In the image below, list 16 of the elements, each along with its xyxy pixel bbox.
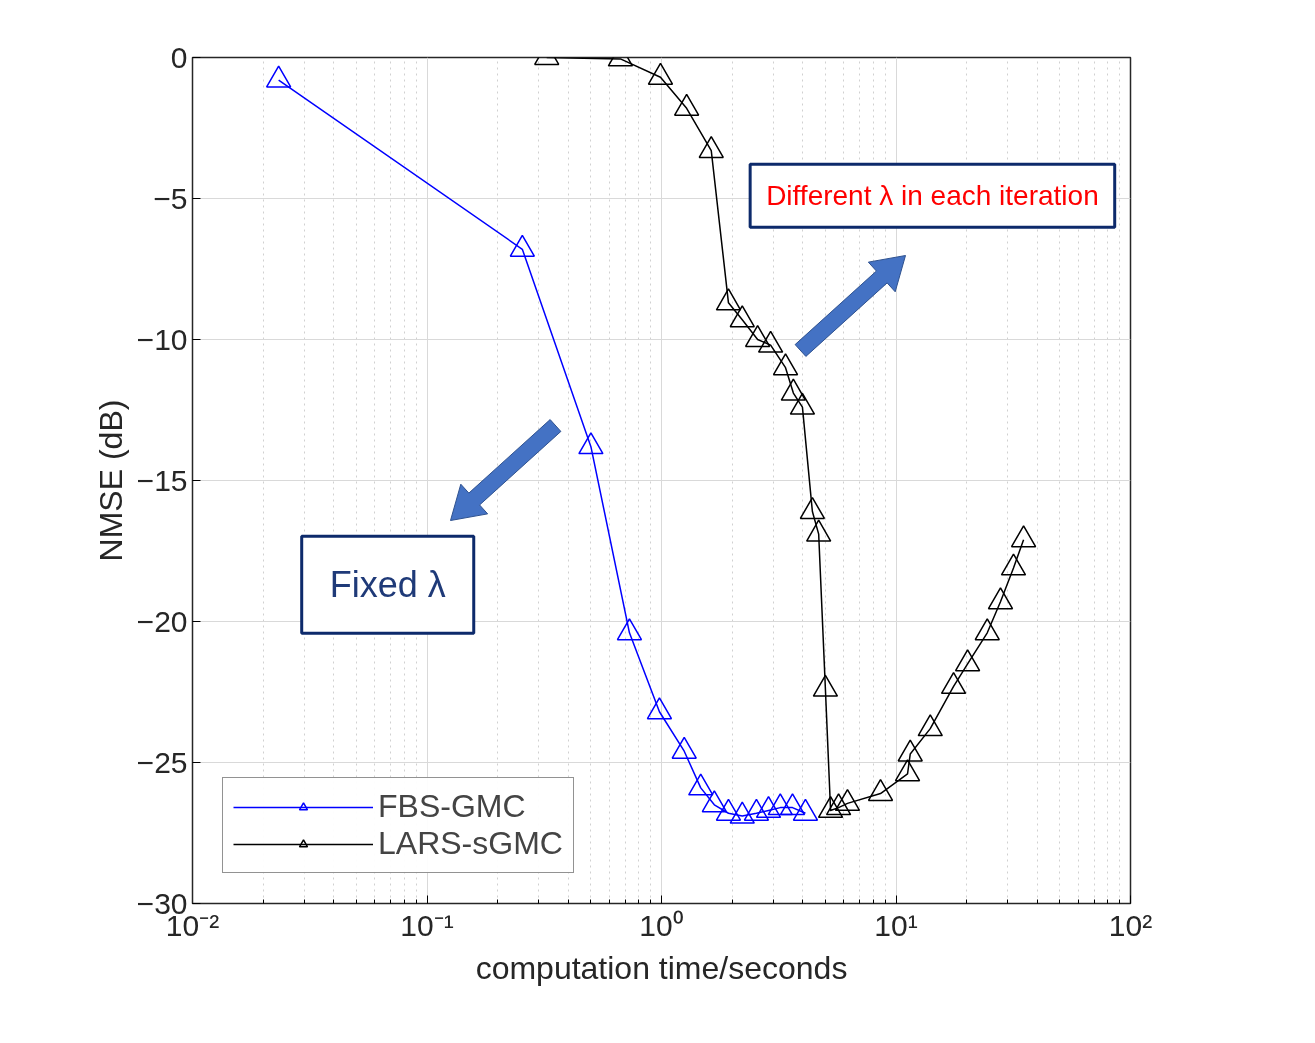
x-tick-label: 10⁰ [639,908,684,942]
legend-label: LARS-sGMC [378,825,563,862]
y-axis-title: NMSE (dB) [92,399,129,562]
y-tick-label: −25 [136,745,188,779]
y-tick-label: −5 [153,181,188,215]
y-tick-label: 0 [170,40,188,74]
y-tick-label: −10 [136,322,188,356]
y-tick-label: −20 [136,604,188,638]
x-tick-label: 10¹ [874,908,918,942]
legend-label: FBS-GMC [378,788,526,825]
annotation: Fixed λ [329,564,446,606]
y-tick-label: −15 [136,463,188,497]
x-tick-label: 10⁻¹ [400,908,454,942]
annotation: Different λ in each iteration [766,180,1099,212]
x-axis-title: computation time/seconds [475,949,848,986]
x-tick-label: 10² [1108,908,1153,942]
